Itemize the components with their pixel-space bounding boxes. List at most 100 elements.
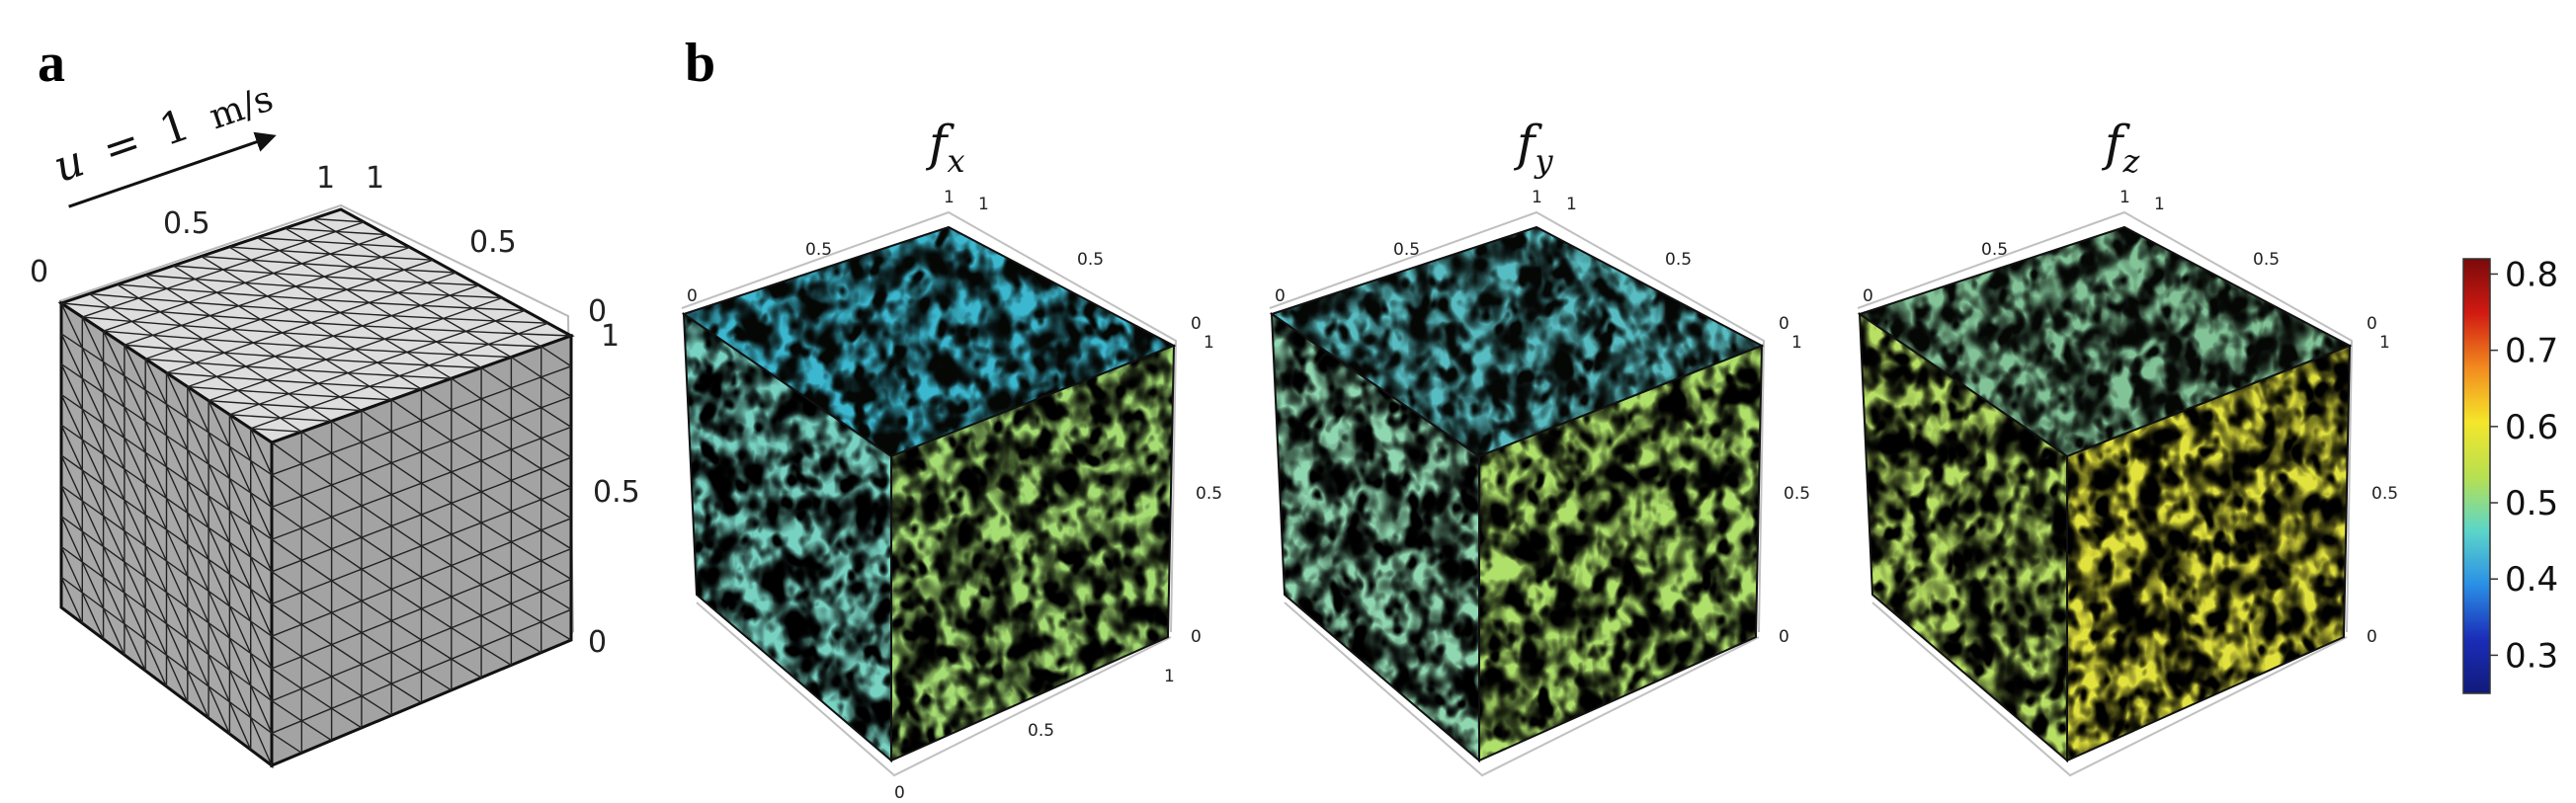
mesh-diagonal [208, 400, 231, 447]
tick-a-vert-half: 0.5 [593, 475, 640, 510]
mesh-diagonal [331, 707, 363, 729]
mesh-diagonal [511, 448, 542, 470]
colorbar-tick-label: 0.6 [2505, 408, 2558, 447]
mesh-diagonal [124, 530, 146, 578]
mesh-diagonal [102, 546, 125, 594]
mesh-diagonal [307, 240, 359, 246]
mesh-diagonal [124, 561, 146, 609]
mesh-diagonal [110, 306, 161, 313]
mesh-diagonal [346, 288, 398, 293]
mesh-diagonal [251, 259, 302, 265]
mesh-diagonal [370, 385, 422, 390]
mesh-diagonal [399, 374, 452, 379]
mesh-diagonal [300, 656, 332, 678]
mesh-diagonal [165, 372, 189, 419]
mesh-diagonal [347, 371, 400, 377]
mesh-diagonal [436, 341, 489, 346]
mesh-diagonal [451, 658, 482, 679]
mesh-diagonal [187, 513, 209, 560]
cube-right-edge [2066, 344, 2352, 763]
mesh-diagonal [374, 279, 428, 283]
mesh-diagonal [271, 571, 302, 594]
mesh-diagonal [480, 459, 512, 481]
mesh-diagonal [250, 589, 273, 637]
mesh-diagonal [480, 553, 512, 574]
cube-title-subscript: x [948, 142, 965, 180]
panel-a: a u = 1 m/s 0 0.5 1 1 0.5 0 1 [30, 33, 640, 769]
mesh-diagonal [228, 637, 252, 686]
tick-a-right-half: 0.5 [469, 225, 517, 260]
colorbar-tick-label: 0.8 [2505, 255, 2558, 294]
mesh-diagonal [279, 249, 331, 255]
mesh-diagonal [421, 388, 453, 411]
mesh-diagonal [271, 602, 302, 625]
mesh-diagonal [355, 348, 407, 354]
cube-axes [696, 602, 1172, 777]
mesh-diagonal [259, 403, 310, 409]
mesh-diagonal [228, 510, 252, 558]
colorbar-tick-label: 0.7 [2505, 332, 2558, 371]
colorbar-gradient [2462, 258, 2491, 694]
cube-tick-label: 0 [894, 783, 905, 803]
mesh-diagonal [187, 638, 209, 687]
mesh-diagonal [260, 318, 312, 324]
tick-a-top-left: 0 [30, 255, 48, 289]
cube-tick-label: 0 [1863, 286, 1873, 306]
mesh-diagonal [300, 559, 332, 582]
mesh-diagonal [165, 654, 189, 703]
mesh-diagonal [208, 654, 231, 702]
mesh-diagonal [275, 356, 326, 361]
cube-tick-label: 0 [1779, 314, 1789, 334]
cube-title: fy [1513, 115, 1554, 180]
mesh-diagonal [390, 619, 422, 641]
mesh-diagonal [465, 330, 519, 335]
cube-title: fz [2101, 115, 2141, 180]
mesh-diagonal [195, 361, 246, 367]
mesh-diagonal [102, 392, 125, 439]
mesh-diagonal [208, 591, 231, 639]
cube-tick-label: 0.5 [805, 240, 832, 260]
mesh-diagonal [480, 491, 512, 513]
mesh-diagonal [216, 291, 268, 297]
mesh-diagonal [253, 342, 304, 348]
mesh-diagonal [124, 375, 146, 422]
mesh-diagonal [201, 255, 252, 262]
mesh-diagonal [361, 600, 392, 621]
mesh-diagonal [451, 471, 482, 493]
mesh-diagonal [458, 354, 512, 359]
flow-arrow-icon [68, 131, 277, 208]
mesh-diagonal [451, 502, 482, 523]
mesh-diagonal [480, 614, 512, 635]
cube-tick-label: 0 [1275, 286, 1286, 306]
mesh-diagonal [102, 453, 125, 501]
cube-tick-label: 0.5 [2253, 250, 2280, 270]
velocity-symbol: u [47, 136, 90, 193]
mesh-diagonal [480, 522, 512, 543]
mesh-diagonal [165, 498, 189, 545]
mesh-diagonal [228, 605, 252, 654]
mesh-diagonal [451, 596, 482, 616]
mesh-diagonal [138, 297, 189, 303]
mesh-diagonal [451, 409, 482, 431]
cube-tick-label: 1 [1164, 667, 1175, 686]
mesh-diagonal [60, 424, 83, 471]
mesh-diagonal [300, 623, 332, 646]
mesh-diagonal [376, 361, 430, 366]
mesh-diagonal [300, 463, 333, 486]
velocity-value: 1 [153, 100, 196, 156]
mesh-diagonal [421, 639, 453, 660]
mesh-diagonal [540, 468, 572, 489]
mesh-diagonal [208, 400, 260, 405]
mesh-diagonal [330, 253, 382, 258]
mesh-diagonal [420, 304, 473, 309]
mesh-diagonal [267, 295, 318, 300]
cube-right-edge [1478, 344, 1764, 763]
mesh-diagonal [289, 308, 341, 314]
mesh-diagonal [331, 420, 363, 443]
mesh-diagonal [159, 310, 210, 317]
cube-tick-label: 0.5 [2371, 484, 2398, 504]
mesh-diagonal [361, 695, 392, 716]
cube-title: fx [925, 115, 965, 180]
mesh-diagonal [124, 406, 146, 453]
